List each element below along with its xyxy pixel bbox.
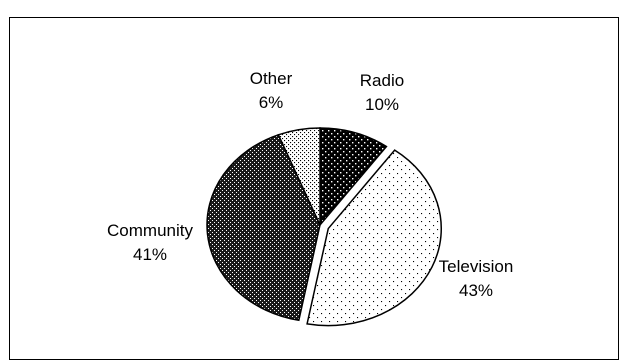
pie-labels: Radio 10% Television 43% Community 41% Other 6% [107,69,513,300]
slice-percent-other: 6% [259,93,284,112]
pie-slice-radio [319,127,388,228]
slice-name-radio: Radio [360,71,404,90]
slice-label-other: Other 6% [250,69,293,112]
slice-name-television: Television [439,257,514,276]
slice-percent-television: 43% [459,281,493,300]
slice-label-television: Television 43% [439,257,514,300]
pie-slices [206,127,442,327]
slice-percent-radio: 10% [365,95,399,114]
slice-name-other: Other [250,69,293,88]
pie-slice-community [206,133,321,322]
slice-label-community: Community 41% [107,221,193,264]
pie-slice-television [306,149,442,327]
slice-label-radio: Radio 10% [360,71,404,114]
pie-slice-other [277,127,321,226]
slice-percent-community: 41% [133,245,167,264]
slice-name-community: Community [107,221,193,240]
